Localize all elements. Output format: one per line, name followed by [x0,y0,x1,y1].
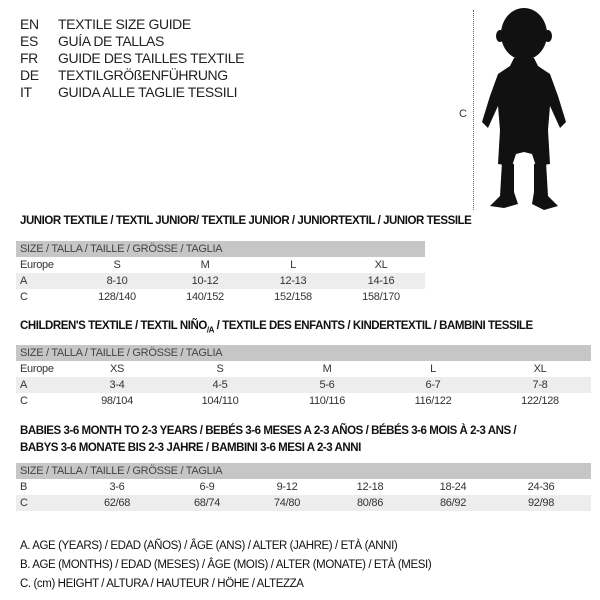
table-header: SIZE / TALLA / TAILLE / GRÖSSE / TAGLIA [16,345,591,361]
baby-silhouette-icon [482,8,566,210]
height-label: C [459,108,467,120]
legend-b: B. AGE (MONTHS) / EDAD (MESES) / ÂGE (MO… [20,559,432,571]
babies-size-table: SIZE / TALLA / TAILLE / GRÖSSE / TAGLIA … [16,463,591,511]
title-list: EN TEXTILE SIZE GUIDE ES GUÍA DE TALLAS FR… [20,16,244,101]
table-row: Europe S M L XL [20,259,388,271]
table-header: SIZE / TALLA / TAILLE / GRÖSSE / TAGLIA [16,241,425,257]
legend-c: C. (cm) HEIGHT / ALTURA / HAUTEUR / HÖHE… [20,578,304,590]
children-size-table: SIZE / TALLA / TAILLE / GRÖSSE / TAGLIA … [16,345,591,409]
title-it: IT GUIDA ALLE TAGLIE TESSILI [20,84,238,100]
table-row: B 3-6 6-9 9-12 12-18 18-24 24-36 [20,481,555,493]
title-es: ES GUÍA DE TALLAS [20,33,164,49]
title-en: EN TEXTILE SIZE GUIDE [20,16,191,32]
table-row: C 98/104 104/110 110/116 116/122 122/128 [20,395,559,407]
babies-section-title: BABIES 3-6 MONTH TO 2-3 YEARS / BEBÉS 3-… [20,425,517,454]
table-row: A 8-10 10-12 12-13 14-16 [16,273,425,289]
legend: A. AGE (YEARS) / EDAD (AÑOS) / ÂGE (ANS)… [20,537,432,594]
junior-section-title: JUNIOR TEXTILE / TEXTIL JUNIOR/ TEXTILE … [20,215,472,227]
height-measure-line [473,10,474,210]
table-row: A 3-4 4-5 5-6 6-7 7-8 [16,377,591,393]
children-section-title: CHILDREN'S TEXTILE / TEXTIL NIÑO/A / TEX… [20,320,533,335]
table-row: C 128/140 140/152 152/158 158/170 [20,291,400,303]
title-fr: FR GUIDE DES TAILLES TEXTILE [20,50,245,66]
table-row: C 62/68 68/74 74/80 80/86 86/92 92/98 [16,495,591,511]
legend-a: A. AGE (YEARS) / EDAD (AÑOS) / ÂGE (ANS)… [20,540,398,552]
junior-size-table: SIZE / TALLA / TAILLE / GRÖSSE / TAGLIA … [16,241,425,305]
table-header: SIZE / TALLA / TAILLE / GRÖSSE / TAGLIA [16,463,591,479]
title-de: DE TEXTILGRÖßENFÜHRUNG [20,67,228,83]
table-row: Europe XS S M L XL [20,363,547,375]
